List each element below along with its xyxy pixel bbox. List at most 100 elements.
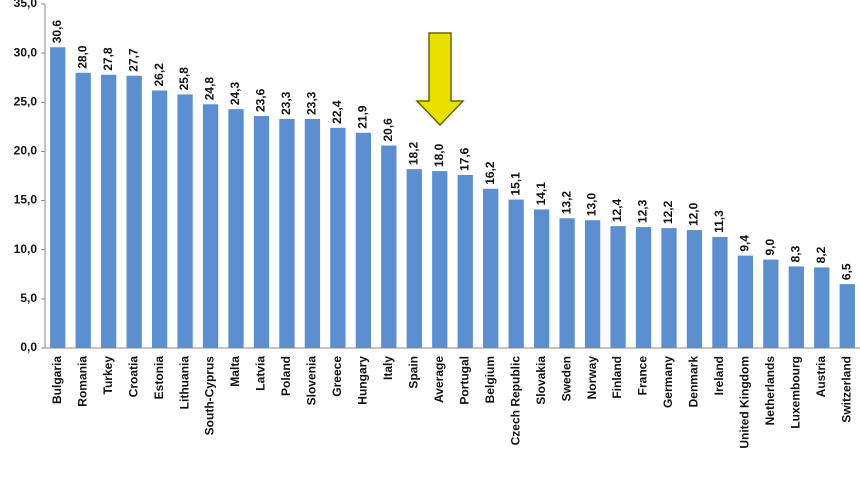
x-tick-label: Denmark: [687, 356, 701, 408]
value-label: 8,2: [814, 246, 828, 263]
value-label: 18,2: [406, 141, 420, 165]
y-tick-label: 35,0: [14, 0, 38, 10]
x-tick-label: Italy: [381, 356, 395, 380]
bar: [253, 116, 270, 348]
value-label: 12,3: [636, 199, 650, 223]
bar: [788, 266, 804, 348]
bar: [584, 220, 601, 348]
y-tick-label: 15,0: [14, 193, 38, 207]
value-label: 17,6: [457, 147, 471, 171]
bar: [228, 109, 244, 348]
value-label: 27,8: [101, 47, 115, 71]
x-tick-label: Hungary: [356, 356, 370, 405]
bar: [559, 218, 575, 348]
value-label: 13,0: [585, 193, 599, 217]
x-tick-label: Sweden: [559, 356, 573, 401]
value-label: 20,6: [381, 118, 395, 142]
value-label: 28,0: [75, 45, 89, 69]
bar: [355, 132, 371, 348]
value-label: 30,6: [50, 20, 64, 44]
bar: [279, 118, 295, 348]
value-label: 8,3: [789, 245, 803, 262]
value-label: 11,3: [712, 210, 726, 233]
value-label: 24,3: [228, 81, 242, 105]
x-tick-label: Croatia: [126, 356, 140, 398]
value-label: 18,0: [432, 143, 446, 167]
y-tick-label: 25,0: [14, 94, 38, 108]
x-tick-label: Slovakia: [534, 356, 548, 405]
x-tick-label: Estonia: [152, 356, 166, 400]
x-tick-label: Greece: [330, 356, 344, 397]
x-tick-label: Malta: [228, 356, 242, 387]
bar: [737, 255, 754, 348]
bar: [635, 227, 652, 348]
x-tick-label: Czech Republic: [508, 356, 522, 446]
bar: [661, 228, 677, 348]
bar: [610, 226, 626, 348]
value-label: 12,2: [661, 200, 675, 224]
bar: [457, 175, 473, 348]
x-tick-label: Luxembourg: [789, 356, 803, 429]
bar: [330, 127, 346, 348]
value-label: 25,8: [177, 67, 191, 91]
x-tick-label: Netherlands: [763, 356, 777, 426]
x-tick-label: Latvia: [254, 356, 268, 391]
y-tick-label: 0,0: [20, 340, 37, 354]
value-label: 22,4: [330, 100, 344, 124]
value-label: 23,3: [279, 91, 293, 115]
bar: [712, 236, 728, 348]
x-tick-label: Belgium: [483, 356, 497, 403]
y-tick-label: 30,0: [14, 45, 38, 59]
y-tick-label: 20,0: [14, 144, 38, 158]
value-label: 14,1: [534, 182, 548, 206]
value-label: 15,1: [508, 172, 522, 196]
x-tick-label: Ireland: [712, 356, 726, 395]
bar: [686, 230, 703, 348]
value-label: 12,4: [610, 198, 624, 222]
bar: [151, 90, 168, 349]
bar: [814, 267, 830, 348]
bar: [202, 104, 219, 348]
value-label: 23,3: [305, 91, 319, 115]
value-label: 23,6: [254, 88, 268, 112]
bar: [839, 284, 855, 348]
x-tick-label: Austria: [814, 356, 828, 398]
bar: [508, 199, 524, 348]
x-tick-label: Romania: [75, 356, 89, 407]
x-tick-label: Turkey: [101, 356, 115, 395]
value-label: 16,2: [483, 161, 497, 185]
bar: [534, 209, 550, 348]
value-label: 6,5: [839, 263, 853, 280]
bar: [483, 188, 499, 348]
x-tick-label: United Kingdom: [738, 356, 752, 449]
value-label: 13,2: [559, 191, 573, 215]
x-tick-label: Poland: [279, 356, 293, 396]
bar: [406, 169, 422, 348]
bar: [126, 75, 142, 349]
x-tick-label: Average: [432, 356, 446, 403]
x-tick-label: Finland: [610, 356, 624, 399]
y-tick-label: 10,0: [14, 242, 38, 256]
x-tick-label: Portugal: [457, 356, 471, 405]
value-label: 24,8: [203, 77, 217, 101]
x-tick-label: Germany: [661, 356, 675, 408]
value-label: 21,9: [356, 105, 370, 129]
x-tick-label: South-Cyprus: [203, 356, 217, 436]
y-tick-label: 5,0: [20, 291, 37, 305]
x-tick-label: Lithuania: [177, 356, 191, 410]
x-tick-label: Spain: [406, 356, 420, 389]
value-label: 9,4: [738, 235, 752, 252]
bar: [101, 74, 117, 348]
bar: [304, 118, 321, 348]
x-tick-label: Switzerland: [839, 356, 853, 423]
value-label: 12,0: [687, 202, 701, 226]
average-arrow: [415, 32, 465, 127]
x-tick-label: Bulgaria: [50, 356, 64, 404]
value-label: 27,7: [126, 48, 140, 72]
bar: [75, 72, 91, 349]
bar: [432, 171, 448, 348]
bar: [763, 259, 779, 348]
value-label: 26,2: [152, 63, 166, 87]
bar: [50, 47, 66, 348]
